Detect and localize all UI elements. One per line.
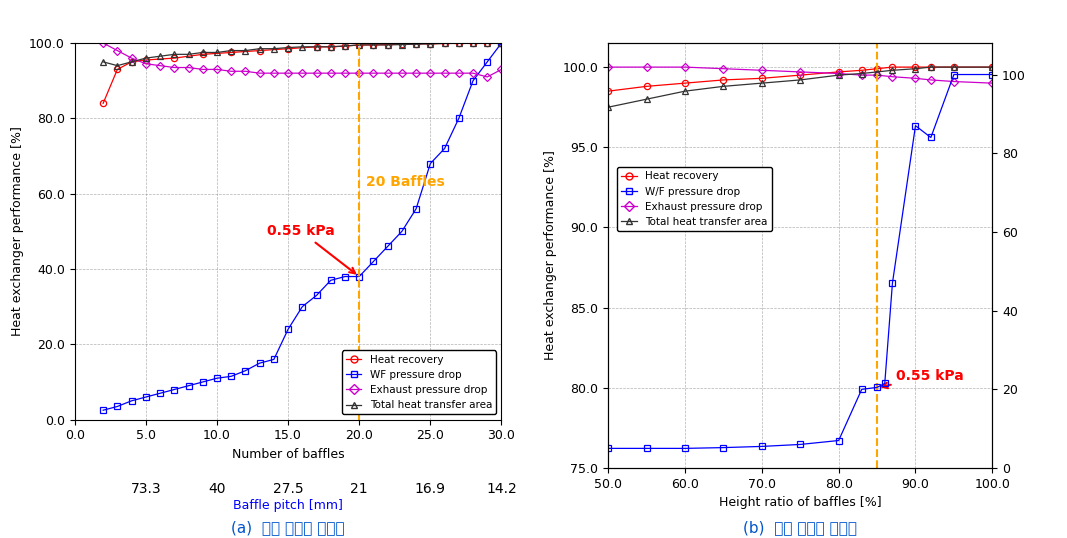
Text: 0.55 kPa: 0.55 kPa — [267, 224, 355, 273]
Y-axis label: Heat exchanger performance [%]: Heat exchanger performance [%] — [544, 151, 557, 360]
X-axis label: Baffle pitch [mm]: Baffle pitch [mm] — [234, 499, 343, 512]
Legend: Heat recovery, WF pressure drop, Exhaust pressure drop, Total heat transfer area: Heat recovery, WF pressure drop, Exhaust… — [341, 350, 496, 414]
X-axis label: Number of baffles: Number of baffles — [232, 448, 345, 461]
Legend: Heat recovery, W/F pressure drop, Exhaust pressure drop, Total heat transfer are: Heat recovery, W/F pressure drop, Exhaus… — [617, 167, 771, 231]
Text: 0.55 kPa: 0.55 kPa — [882, 369, 964, 388]
Text: (b)  배플 높이의 영향도: (b) 배플 높이의 영향도 — [744, 521, 857, 536]
Text: 20 Baffles: 20 Baffles — [366, 175, 445, 189]
Text: (a)  배플 피치의 영향도: (a) 배플 피치의 영향도 — [232, 521, 345, 536]
Y-axis label: Heat exchanger performance [%]: Heat exchanger performance [%] — [11, 126, 23, 336]
X-axis label: Height ratio of baffles [%]: Height ratio of baffles [%] — [719, 497, 881, 509]
